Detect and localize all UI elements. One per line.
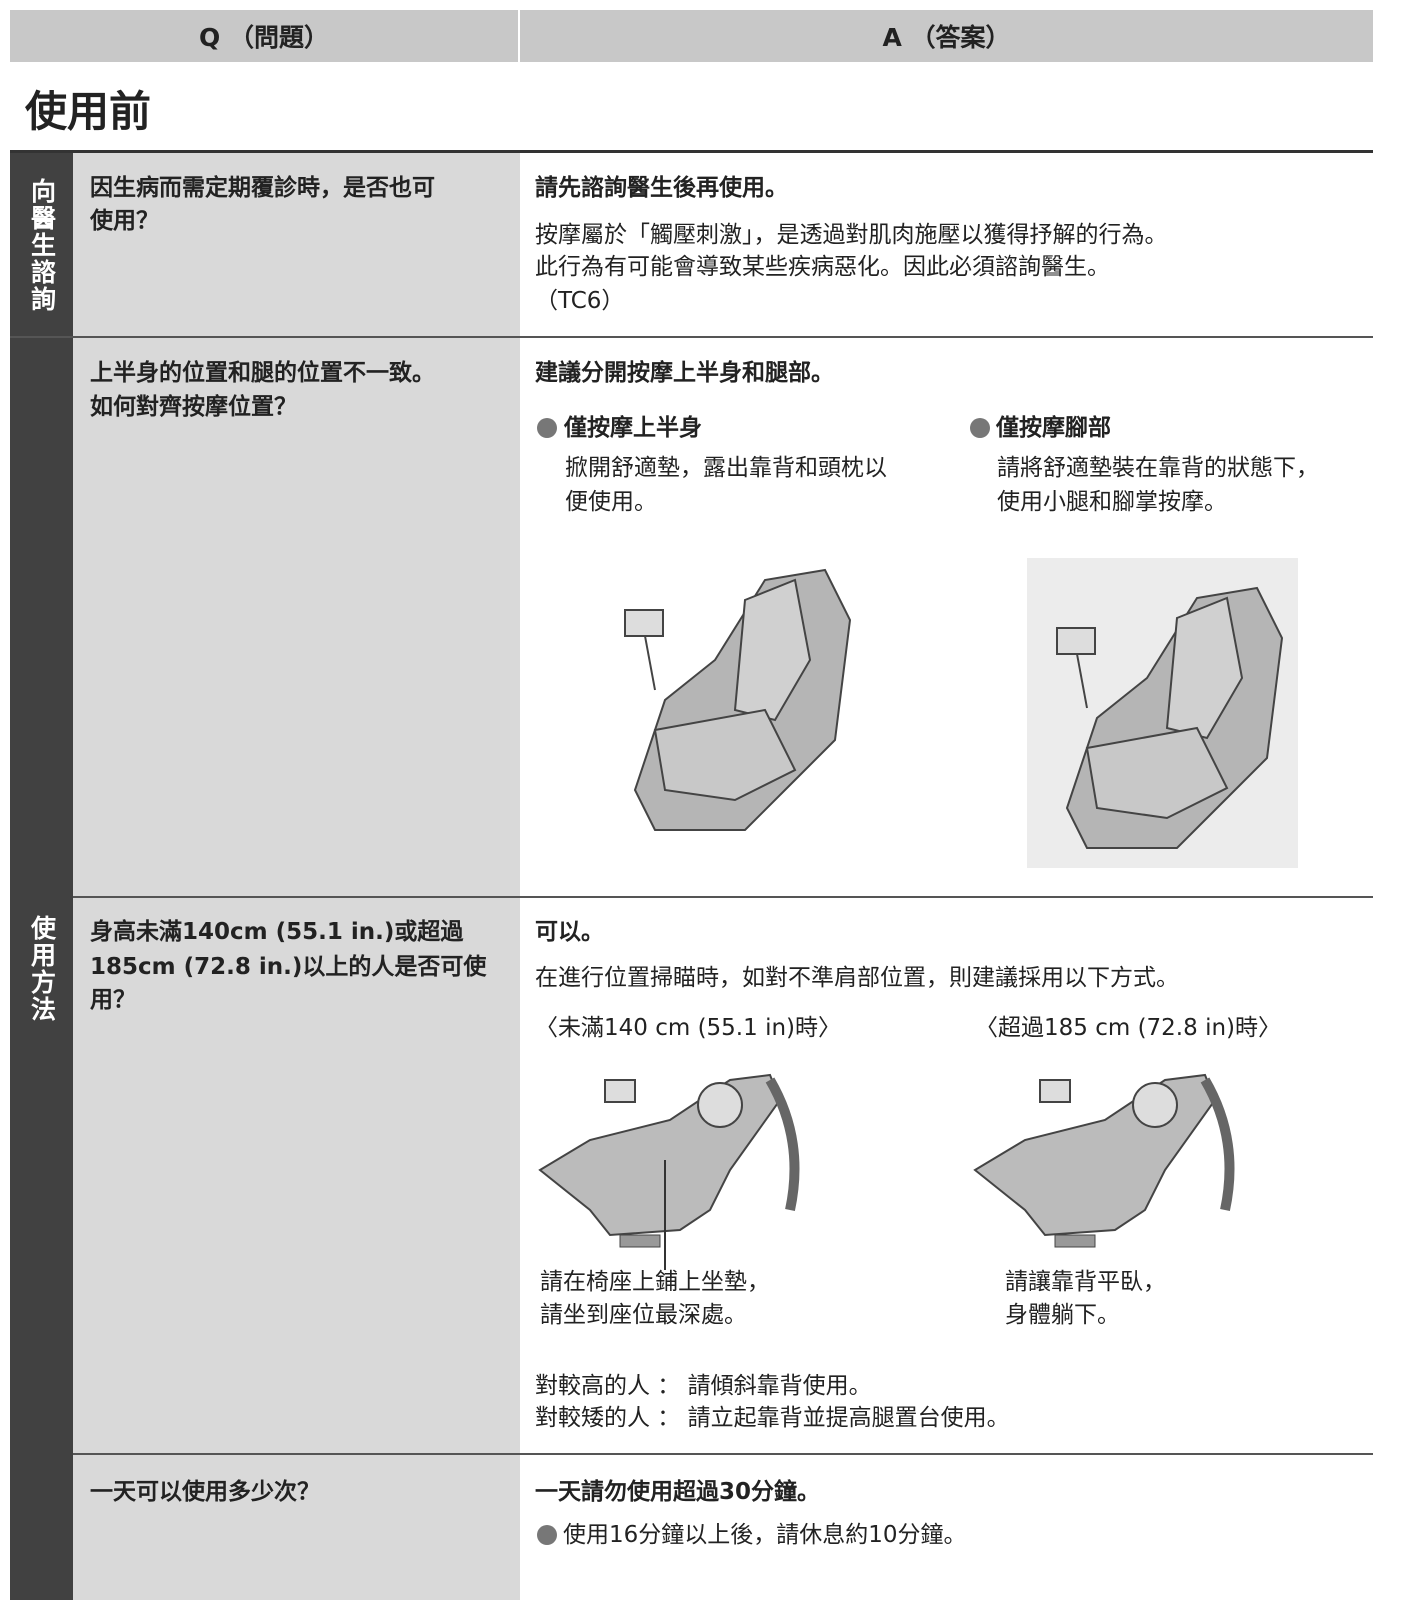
answer-line: 按摩屬於「觸壓刺激」，是透過對肌肉施壓以獲得抒解的行為。 xyxy=(535,222,1168,248)
rule xyxy=(10,150,1373,153)
option-title: 僅按摩腳部 xyxy=(996,415,1111,441)
shape xyxy=(1200,1077,1235,1212)
option-line: 使用小腿和腳掌按摩。 xyxy=(997,489,1227,515)
question: 身高未滿140cm (55.1 in.)或超過 xyxy=(90,919,464,945)
caption: 身體躺下。 xyxy=(1005,1302,1120,1328)
q-cell xyxy=(73,338,520,896)
note: 對較矮的人 ： 請立起靠背並提高腿置台使用。 xyxy=(535,1405,1010,1431)
question: 一天可以使用多少次？ xyxy=(90,1479,320,1505)
shape xyxy=(1054,1234,1096,1248)
group-label: 向醫生諮詢 xyxy=(10,153,73,337)
answer-line: 此行為有可能會導致某些疾病惡化。因此必須諮詢醫生。 xyxy=(535,254,1110,280)
question: 185cm (72.8 in.)以上的人是否可使 xyxy=(90,954,487,980)
group-label-text: 使用方法 xyxy=(27,915,57,1023)
q-cell xyxy=(73,898,520,1453)
shape xyxy=(538,1073,782,1237)
caption: 請坐到座位最深處。 xyxy=(540,1302,747,1328)
shape xyxy=(653,708,797,802)
shape xyxy=(1132,1082,1178,1128)
recliner-illustration xyxy=(973,1073,1235,1248)
bullet xyxy=(537,1525,557,1545)
shape xyxy=(973,1073,1217,1237)
rule xyxy=(73,1453,1373,1455)
section-title: 使用前 xyxy=(25,87,152,136)
rule xyxy=(73,896,1373,898)
question: 用？ xyxy=(90,987,136,1013)
shape xyxy=(765,1077,800,1212)
group-label-text: 向醫生諮詢 xyxy=(27,177,57,313)
rule xyxy=(10,336,1373,338)
bullet xyxy=(537,418,557,438)
answer-line: 在進行位置掃瞄時，如對不準肩部位置，則建議採用以下方式。 xyxy=(535,965,1179,991)
pointer xyxy=(664,1160,666,1270)
q-cell xyxy=(73,1455,520,1600)
question: 如何對齊按摩位置？ xyxy=(90,394,297,420)
note: 對較高的人 ： 請傾斜靠背使用。 xyxy=(535,1373,872,1399)
shape xyxy=(619,1234,661,1248)
question: 使用？ xyxy=(90,208,159,234)
shape xyxy=(733,578,812,722)
caption: 請讓靠背平臥， xyxy=(1005,1269,1166,1295)
answer-lead: 請先諮詢醫生後再使用。 xyxy=(535,175,788,201)
bullet-text: 使用16分鐘以上後，請休息約10分鐘。 xyxy=(563,1522,967,1548)
shape xyxy=(1056,627,1096,655)
question: 上半身的位置和腿的位置不一致。 xyxy=(90,360,435,386)
chair-illustration xyxy=(624,568,852,831)
shape xyxy=(1165,596,1244,740)
header-a: A （答案） xyxy=(520,10,1373,62)
option-title: 僅按摩上半身 xyxy=(564,415,702,441)
recliner-illustration xyxy=(538,1073,800,1248)
answer-lead: 一天請勿使用超過30分鐘。 xyxy=(535,1479,821,1505)
shape xyxy=(1085,726,1229,820)
question: 因生病而需定期覆診時，是否也可 xyxy=(90,175,435,201)
shape xyxy=(624,609,664,637)
shape xyxy=(604,1079,636,1103)
shape xyxy=(1076,653,1088,709)
q-cell xyxy=(73,153,520,337)
case-title: 〈未滿140 cm (55.1 in)時〉 xyxy=(535,1015,842,1041)
shape xyxy=(1039,1079,1071,1103)
group-label: 使用方法 xyxy=(10,338,73,1600)
option-line: 便使用。 xyxy=(565,489,657,515)
shape xyxy=(644,635,656,691)
answer-lead: 可以。 xyxy=(535,919,604,945)
chair-illustration xyxy=(1027,558,1298,868)
shape xyxy=(697,1082,743,1128)
option-line: 請將舒適墊裝在靠背的狀態下， xyxy=(997,455,1319,481)
header-q: Q （問題） xyxy=(10,10,518,62)
bullet xyxy=(970,418,990,438)
case-title: 〈超過185 cm (72.8 in)時〉 xyxy=(975,1015,1282,1041)
option-line: 掀開舒適墊，露出靠背和頭枕以 xyxy=(565,455,887,481)
caption: 請在椅座上鋪上坐墊， xyxy=(540,1269,770,1295)
answer-line: （TC6） xyxy=(535,288,625,314)
answer-lead: 建議分開按摩上半身和腿部。 xyxy=(535,360,834,386)
